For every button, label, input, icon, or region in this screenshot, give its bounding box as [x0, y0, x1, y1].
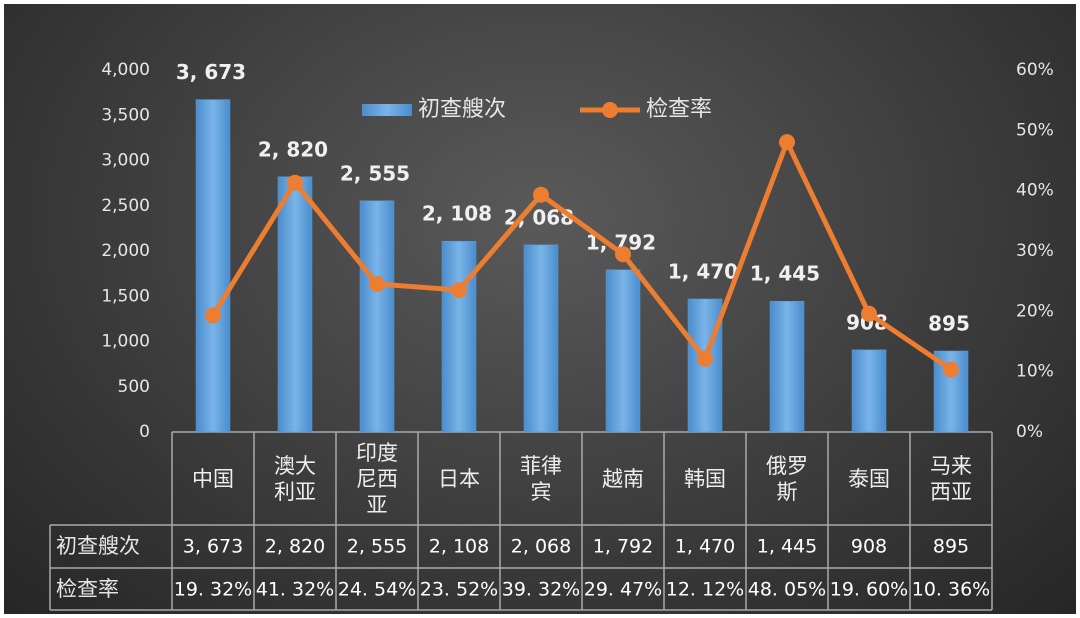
table-cell: 2, 108 [429, 536, 489, 558]
table-cell: 19. 32% [174, 579, 253, 601]
legend-label: 初查艘次 [418, 97, 506, 122]
bar [277, 176, 313, 433]
x-tick-label: 菲律宾 [520, 454, 562, 504]
bar [441, 240, 477, 433]
bar [523, 244, 559, 433]
bar [359, 200, 395, 433]
y2-tick-label: 40% [1016, 181, 1054, 201]
y-tick-label: 4,000 [101, 60, 150, 80]
table-cell: 1, 792 [593, 536, 653, 558]
legend-swatch [362, 104, 412, 116]
x-tick-label: 马来西亚 [930, 454, 972, 504]
legend-swatch [602, 102, 618, 118]
y2-tick-label: 20% [1016, 301, 1054, 321]
line [210, 135, 953, 372]
table-cell: 39. 32% [502, 579, 581, 601]
data-label: 1, 470 [668, 259, 738, 283]
table-cell: 895 [933, 536, 969, 558]
table-cell: 24. 54% [338, 579, 417, 601]
y-tick-label: 1,500 [101, 286, 150, 306]
table-row-header: 初查艘次 [56, 534, 140, 558]
bar [195, 99, 231, 433]
data-label: 2, 820 [258, 137, 328, 161]
y-tick-label: 2,000 [101, 241, 150, 261]
table-cell: 12. 12% [666, 579, 745, 601]
line-marker [615, 246, 631, 263]
table-cell: 19. 60% [830, 579, 909, 601]
x-tick-label: 澳大利亚 [274, 454, 316, 504]
line-marker [697, 350, 713, 367]
line-marker [451, 282, 467, 299]
data-label: 2, 108 [422, 202, 492, 226]
line-marker [205, 307, 221, 324]
y-tick-label: 0 [139, 422, 150, 442]
y-tick-label: 2,500 [101, 196, 150, 216]
data-label: 3, 673 [176, 60, 246, 84]
table-cell: 48. 05% [748, 579, 827, 601]
table-cell: 3, 673 [183, 536, 243, 558]
x-tick-label: 越南 [602, 467, 644, 491]
table-cell: 908 [851, 536, 887, 558]
line-marker [287, 174, 303, 191]
bar [851, 349, 887, 433]
line-marker [861, 305, 877, 322]
bar [769, 300, 805, 433]
y-tick-label: 500 [118, 377, 150, 397]
y2-tick-label: 60% [1016, 60, 1054, 80]
y2-tick-label: 30% [1016, 241, 1054, 261]
x-tick-label: 俄罗斯 [766, 454, 808, 504]
x-tick-label: 韩国 [684, 467, 726, 491]
table-row-header: 检查率 [56, 577, 119, 601]
table-cell: 2, 820 [265, 536, 325, 558]
data-label: 2, 555 [340, 161, 410, 185]
x-tick-label: 印度尼西亚 [356, 441, 398, 517]
table-cell: 23. 52% [420, 579, 499, 601]
table-cell: 1, 470 [675, 536, 735, 558]
y-tick-label: 3,500 [101, 105, 150, 125]
x-tick-label: 中国 [192, 467, 234, 491]
table-cell: 10. 36% [912, 579, 991, 601]
table-cell: 1, 445 [757, 536, 817, 558]
legend-label: 检查率 [646, 97, 712, 122]
table-cell: 41. 32% [256, 579, 335, 601]
y2-tick-label: 50% [1016, 120, 1054, 140]
data-label: 1, 445 [750, 262, 820, 286]
table-cell: 29. 47% [584, 579, 663, 601]
x-tick-label: 日本 [438, 467, 480, 491]
line-marker [943, 361, 959, 378]
line-marker [533, 186, 549, 203]
table-cell: 2, 555 [347, 536, 407, 558]
bar [605, 269, 641, 433]
y2-tick-label: 10% [1016, 362, 1054, 382]
y-tick-label: 1,000 [101, 332, 150, 352]
x-tick-label: 泰国 [848, 467, 890, 491]
table-cell: 2, 068 [511, 536, 571, 558]
y2-tick-label: 0% [1016, 422, 1043, 442]
line-marker [369, 275, 385, 292]
y-tick-label: 3,000 [101, 151, 150, 171]
data-label: 895 [928, 312, 970, 336]
line-marker [779, 134, 795, 151]
